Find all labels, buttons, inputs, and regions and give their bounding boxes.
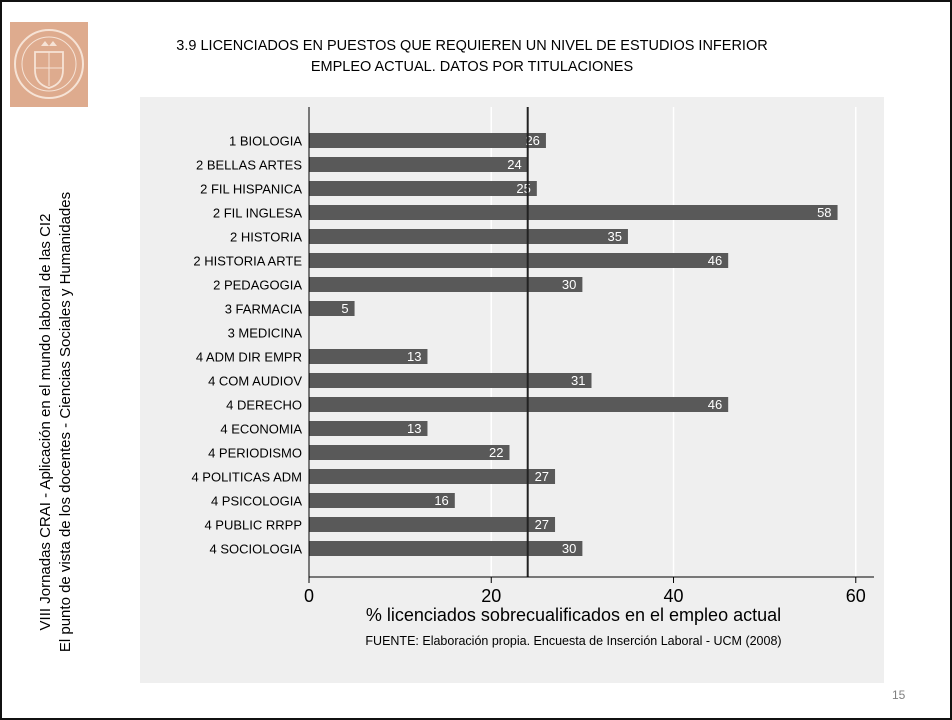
category-label: 2 HISTORIA ARTE [193,254,302,269]
university-seal-icon [10,22,88,107]
category-label: 4 PERIODISMO [208,446,302,461]
page-number: 15 [892,688,906,702]
data-label: 27 [535,469,549,484]
x-axis-title: % licenciados sobrecualificados en el em… [366,605,781,625]
x-tick-label: 20 [481,586,501,606]
category-label: 4 POLITICAS ADM [191,470,302,485]
data-label: 24 [507,157,521,172]
x-tick-label: 40 [664,586,684,606]
bar-chart: 1 BIOLOGIA 26 2 BELLAS ARTES 24 2 FIL HISPAN… [191,107,874,648]
category-label: 4 PSICOLOGIA [211,494,302,509]
side-caption-line2: El punto de vista de los docentes - Cien… [57,191,74,653]
x-tick-label: 60 [846,586,866,606]
category-label: 2 HISTORIA [230,230,302,245]
data-label: 30 [562,541,576,556]
bar [309,445,510,460]
data-label: 16 [434,493,448,508]
data-label: 5 [341,301,348,316]
bar [309,517,556,532]
bar [309,229,628,244]
data-label: 30 [562,277,576,292]
bar [309,301,355,316]
category-label: 4 PUBLIC RRPP [204,518,302,533]
category-label: 4 SOCIOLOGIA [210,542,303,557]
bar [309,205,838,220]
bar [309,469,556,484]
bar [309,493,455,508]
bar [309,253,729,268]
data-label: 13 [407,349,421,364]
data-label: 22 [489,445,503,460]
bar [309,133,546,148]
data-label: 46 [708,253,722,268]
category-label: 3 MEDICINA [228,326,303,341]
category-label: 4 DERECHO [226,398,302,413]
slide-title-line2: EMPLEO ACTUAL. DATOS POR TITULACIONES [310,59,634,75]
data-label: 13 [407,421,421,436]
data-label: 58 [817,205,831,220]
data-label: 35 [607,229,621,244]
side-caption-line1: VIII Jornadas CRAI - Aplicación en el mu… [37,213,54,631]
bar [309,277,583,292]
category-label: 4 ECONOMIA [220,422,302,437]
bar [309,541,583,556]
data-label: 46 [708,397,722,412]
category-label: 2 FIL HISPANICA [200,182,302,197]
category-label: 2 BELLAS ARTES [196,158,302,173]
category-label: 3 FARMACIA [225,302,303,317]
category-label: 2 PEDAGOGIA [213,278,302,293]
data-label: 31 [571,373,585,388]
source-note: FUENTE: Elaboración propia. Encuesta de … [365,634,781,648]
bar [309,157,528,172]
data-label: 27 [535,517,549,532]
bar [309,421,428,436]
side-caption: VIII Jornadas CRAI - Aplicación en el mu… [36,192,76,652]
x-tick-label: 0 [304,586,314,606]
bar [309,349,428,364]
slide-title: 3.9 LICENCIADOS EN PUESTOS QUE REQUIEREN… [122,36,822,78]
bar [309,397,729,412]
category-label: 2 FIL INGLESA [213,206,302,221]
slide-title-line1: 3.9 LICENCIADOS EN PUESTOS QUE REQUIEREN… [176,38,768,54]
bar [309,181,537,196]
category-label: 1 BIOLOGIA [229,134,302,149]
chart-panel: 1 BIOLOGIA 26 2 BELLAS ARTES 24 2 FIL HISPAN… [140,97,884,683]
category-label: 4 COM AUDIOV [208,374,302,389]
data-label: 26 [525,133,539,148]
category-label: 4 ADM DIR EMPR [196,350,302,365]
bar [309,373,592,388]
